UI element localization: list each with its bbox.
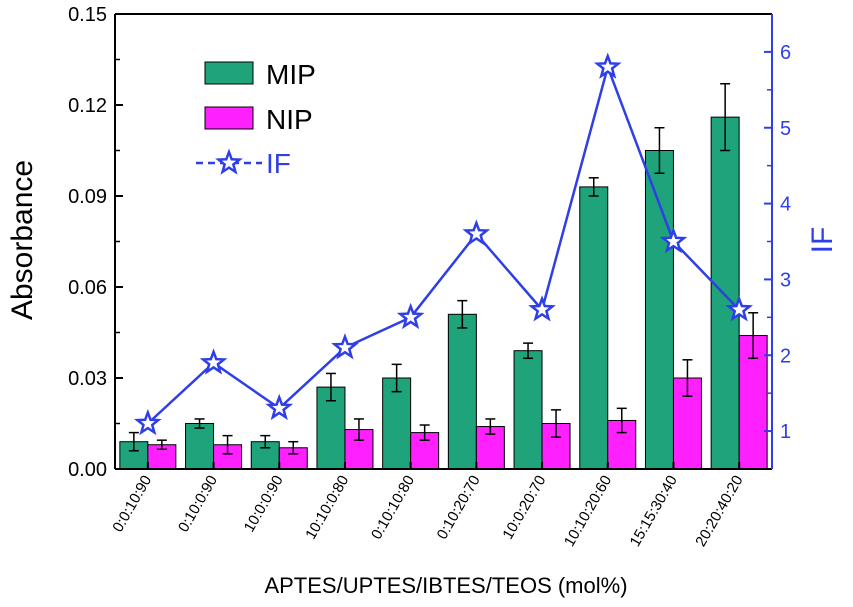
- bars-layer: [119, 116, 768, 470]
- y2-tick-label-4: 5: [780, 118, 791, 140]
- y2-tick-label-2: 3: [780, 269, 791, 291]
- if-point-8: [659, 226, 688, 254]
- bar-mip-8: [644, 150, 674, 470]
- error-bars-layer: [128, 83, 759, 455]
- if-point-2: [265, 393, 294, 421]
- x-tick-label-7: 10:10:20:60: [561, 473, 615, 550]
- bar-mip-9: [710, 116, 740, 470]
- y-tick-label-4: 0.12: [68, 95, 107, 117]
- if-point-3: [331, 333, 359, 360]
- bar-mip-5: [447, 313, 477, 470]
- y2-tick-label-1: 2: [780, 345, 791, 367]
- legend-if-label: IF: [266, 148, 291, 179]
- if-point-0: [133, 408, 162, 436]
- if-line-layer: [133, 52, 754, 436]
- y2-tick-label-3: 4: [780, 194, 791, 216]
- x-tick-label-3: 10:10:0:80: [302, 473, 352, 543]
- y2-axis-title: IF: [806, 227, 839, 254]
- y-tick-label-5: 0.15: [68, 4, 107, 26]
- legend-nip-swatch: [204, 106, 254, 130]
- legend-mip-label: MIP: [266, 59, 316, 90]
- legend-nip-label: NIP: [266, 104, 313, 135]
- bar-mip-1: [185, 423, 215, 470]
- if-series-line: [147, 63, 741, 425]
- if-point-7: [593, 52, 622, 79]
- x-tick-label-4: 0:10:10:80: [368, 473, 418, 543]
- if-point-9: [725, 295, 754, 322]
- bar-mip-4: [382, 377, 412, 470]
- bar-mip-6: [513, 350, 543, 470]
- y-tick-label-0: 0.00: [68, 459, 107, 481]
- x-tick-label-5: 0:10:20:70: [434, 472, 484, 542]
- x-tick-label-6: 10:0:20:70: [499, 473, 549, 543]
- y-tick-label-1: 0.03: [68, 368, 107, 390]
- bar-mip-7: [579, 186, 609, 470]
- x-axis-title: APTES/UPTES/IBTES/TEOS (mol%): [264, 573, 627, 598]
- y-tick-label-3: 0.09: [68, 186, 107, 208]
- y-axis-title: Absorbance: [6, 160, 39, 320]
- y-tick-label-2: 0.06: [68, 277, 107, 299]
- x-tick-label-8: 15:15:30:40: [627, 473, 681, 550]
- legend-mip-swatch: [204, 61, 254, 85]
- if-point-1: [199, 348, 228, 375]
- x-tick-label-1: 0:10:0:90: [175, 473, 221, 536]
- legend: MIP NIP IF: [196, 59, 316, 179]
- if-point-4: [396, 302, 425, 330]
- x-tick-label-9: 20:20:40:20: [692, 473, 746, 550]
- y2-tick-label-5: 6: [780, 42, 791, 64]
- if-point-6: [528, 295, 556, 322]
- x-tick-label-2: 10:0:0:90: [241, 473, 287, 536]
- if-point-5: [462, 219, 491, 246]
- y2-tick-label-0: 1: [780, 421, 791, 443]
- legend-if-star-icon: [215, 148, 243, 175]
- x-tick-label-0: 0:0:10:90: [109, 473, 155, 536]
